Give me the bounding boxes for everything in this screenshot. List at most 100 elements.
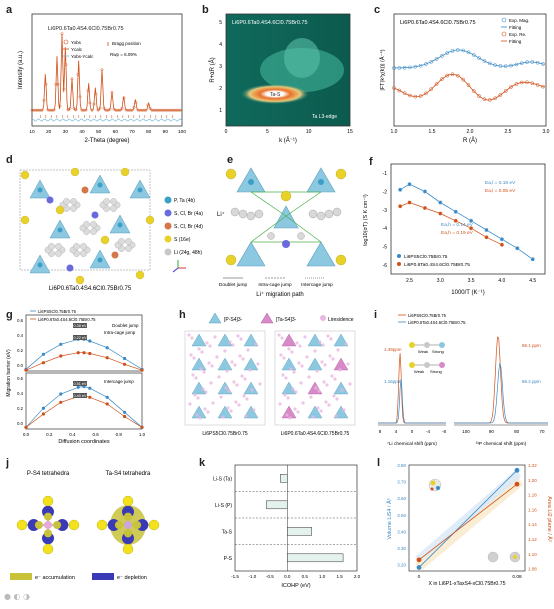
tetrahedron — [306, 241, 336, 267]
structure-left — [184, 330, 266, 426]
panel-i-ticks: 8 4 0 -4 -8 100 90 80 70 — [379, 429, 545, 434]
s-atom — [135, 270, 145, 280]
legend-exp-mag: Exp. Mag. — [509, 18, 529, 23]
li-residence — [336, 348, 340, 352]
g-point — [123, 356, 127, 361]
f-point — [407, 182, 412, 187]
li-residence — [213, 335, 217, 339]
panel-e-migration: Li⁺ Doublet jump Intra-cage jump Interca… — [217, 167, 347, 298]
li-residence — [300, 364, 304, 368]
barrier-label: 0.40 eV — [73, 394, 87, 398]
panel-i-legend: Li6PS5Cl0.75Br0.75 Li6P0.6Ta0.4S4.6Cl0.7… — [398, 313, 466, 325]
legend-i-1: Li6PS5Cl0.75Br0.75 — [408, 313, 447, 318]
rwp-value: Rwp = 6.09% — [110, 52, 137, 57]
li-residence — [315, 369, 319, 373]
panel-g-ytick: 0.4 — [17, 333, 23, 338]
li-residence — [246, 348, 250, 352]
panel-k-xtick: 1.5 — [336, 574, 343, 579]
exp-re-point — [392, 86, 396, 90]
li-residence — [205, 341, 209, 345]
panel-l-ytick-right: 1.08 — [528, 567, 537, 572]
li-residence — [338, 368, 342, 372]
li-residence — [313, 349, 317, 353]
panel-d-caption: Li6P0.6Ta0.4S4.6Cl0.75Br0.75 — [49, 286, 132, 292]
panel-k-xtick: -1.5 — [231, 574, 239, 579]
ps4-unit — [217, 357, 233, 371]
panel-b-ytick: 4 — [219, 42, 222, 48]
exp-re-point — [541, 84, 545, 89]
panel-label-j: j — [6, 457, 10, 469]
yobs-points — [30, 32, 182, 112]
ps4-unit — [191, 357, 207, 371]
li-residence — [196, 396, 200, 400]
s-atoms — [225, 168, 347, 266]
migration-path-lines — [250, 191, 322, 243]
li-residence — [311, 415, 315, 419]
li-residence — [309, 395, 313, 399]
f-point — [484, 235, 489, 240]
f-point — [499, 242, 505, 247]
li-residence — [240, 374, 244, 378]
g-point — [88, 386, 92, 390]
li-residence — [280, 336, 284, 340]
panel-f-legend: Li6PS5Cl0.75Br0.75 Li6P0.6Ta0.4S4.6Cl0.7… — [397, 254, 470, 268]
li-residence — [243, 377, 247, 381]
jump-intracage: Intra-cage jump — [258, 282, 292, 288]
li-atom — [70, 205, 77, 212]
exp-mag-point — [487, 61, 492, 66]
panel-h-legend: [P-S4]3- [Ta-S4]3- Liresidence — [208, 312, 354, 324]
structure-right — [274, 330, 356, 426]
ps4-unit — [333, 381, 349, 395]
li-spectrum-2 — [378, 378, 446, 424]
ps4-unit — [243, 405, 259, 419]
panel-b-frame — [225, 13, 351, 127]
legend-dot — [164, 235, 172, 243]
li-residence — [188, 402, 192, 406]
li-residence — [285, 413, 289, 417]
g-point — [88, 351, 92, 356]
icohp-bar — [287, 527, 312, 536]
li-atom — [125, 238, 132, 245]
panel-k-xtick: 1.0 — [319, 574, 326, 579]
panel-a-xticks: 10 20 30 40 50 60 70 80 90 100 — [29, 129, 186, 135]
panel-g: g 0.38 eV 0.22 eV 0.51 eV 0.40 eV 0.0 0.2 0.4 0… — [0, 305, 150, 450]
panel-l-ylabel-right: Area Li2 plane / Å² — [546, 496, 553, 542]
ps4-unit — [191, 405, 207, 419]
panel-g-ytick: 0.6 — [17, 376, 23, 381]
panel-label-h: h — [179, 309, 186, 321]
li-peak-label-2: 1.16ppm — [384, 379, 402, 384]
li-residence — [258, 382, 262, 386]
panel-g-ytick: 0.6 — [17, 318, 23, 323]
depletion-swatch — [92, 573, 114, 580]
li-residence — [207, 361, 211, 365]
panel-a-xtick: 20 — [46, 129, 52, 135]
p-atom — [57, 227, 63, 233]
g-point — [123, 414, 127, 419]
f-point — [438, 200, 443, 205]
g-point — [59, 400, 63, 404]
ea-label-2: Ea,l = 0.05 eV — [485, 188, 516, 194]
li-residence — [199, 367, 203, 371]
li-atom — [90, 221, 97, 228]
li-atom — [80, 250, 87, 257]
f-point — [422, 205, 428, 211]
panel-g-xlabel: Diffusion coordinates — [58, 439, 110, 445]
li-residence — [241, 357, 245, 361]
panel-a-xtick: 90 — [163, 129, 169, 135]
exp-mag-point — [471, 53, 476, 57]
panel-l-ytick-left: 3.30 — [397, 546, 406, 551]
li-residence — [344, 342, 348, 346]
panel-f-chart: 2.5 3.0 3.5 4.0 4.5 -1 -2 -3 -4 -5 -6 Ea,l = 0.18 … — [363, 163, 546, 296]
g-point — [41, 352, 46, 356]
panel-f-xlabel: 1000/T (K⁻¹) — [451, 290, 484, 296]
li-residence — [242, 394, 246, 398]
tetrahedron — [273, 205, 299, 229]
panel-label-d: d — [6, 154, 13, 166]
p-site — [318, 179, 324, 185]
f-point — [499, 237, 505, 242]
li-residence — [233, 363, 237, 367]
panel-e: e Li⁺ Do — [205, 150, 355, 300]
panel-l-ytick-left: 3.80 — [397, 463, 406, 468]
panel-a-legend: Yobs Ycalc Yobs-Ycalc Bragg position Rwp… — [63, 39, 141, 59]
li-atom — [70, 198, 77, 205]
